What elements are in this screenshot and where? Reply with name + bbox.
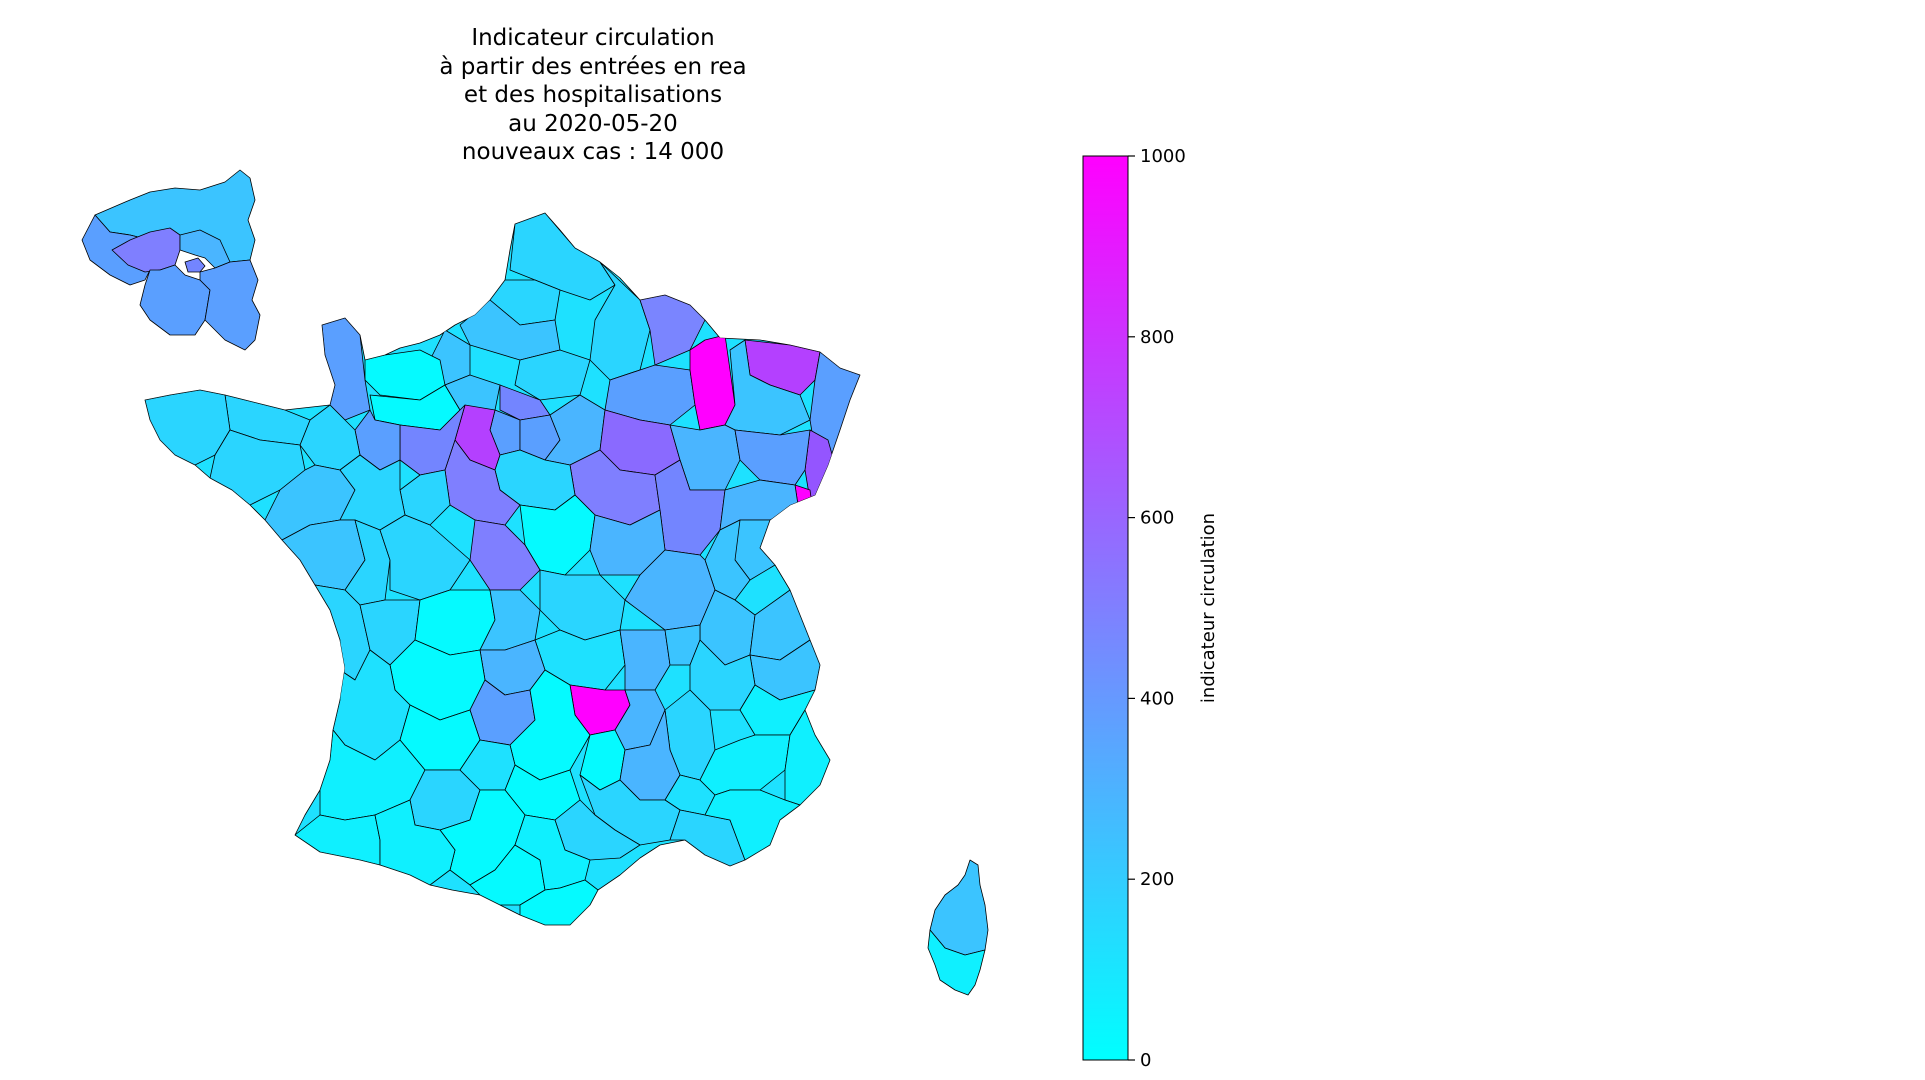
colorbar-tick-label: 800 [1140,327,1174,348]
title-line-4: au 2020-05-20 [508,110,678,137]
colorbar-ticks: 0 200 400 600 800 1000 [1128,146,1186,1071]
title-line-3: et des hospitalisations [463,82,723,108]
colorbar-tick-label: 0 [1140,1050,1151,1071]
inset-essonne [139,264,211,336]
map-title: Indicateur circulation à partir des entr… [393,24,793,167]
dept-meurthe-et-moselle [724,339,811,436]
dept-indre [469,519,541,591]
dept-hautes-pyrenees [374,799,456,886]
dept-manche [321,317,371,421]
corsica [927,859,989,996]
mainland-france [144,212,861,926]
title-line-2: à partir des entrées en rea [439,53,747,80]
inset-seine-et-marne [199,259,261,351]
dept-sarthe [399,404,466,476]
colorbar-label: indicateur circulation [1198,513,1219,703]
title-line-1: Indicateur circulation [471,25,715,51]
colorbar-tick-label: 1000 [1140,146,1186,167]
idf-inset [81,169,261,351]
dept-alpes-maritimes [784,709,831,806]
dept-pyrenees-orientales [519,879,599,925]
dept-aude [514,814,591,891]
dept-nord [509,213,616,301]
title-line-5: nouveaux cas : 14 000 [461,139,725,165]
dept-alpes-de-haute-provence [699,734,791,796]
colorbar-tick-label: 400 [1140,688,1174,709]
inset-paris [184,257,206,273]
colorbar-tick-label: 200 [1140,869,1174,890]
colorbar-tick-label: 600 [1140,508,1174,529]
dept-corse-du-sud [927,929,986,996]
colorbar-gradient [1082,155,1129,1061]
dept-var [704,789,801,861]
dept-vosges [734,429,811,486]
colorbar: 0 200 400 600 800 1000 indicateur circulation [1082,146,1219,1071]
